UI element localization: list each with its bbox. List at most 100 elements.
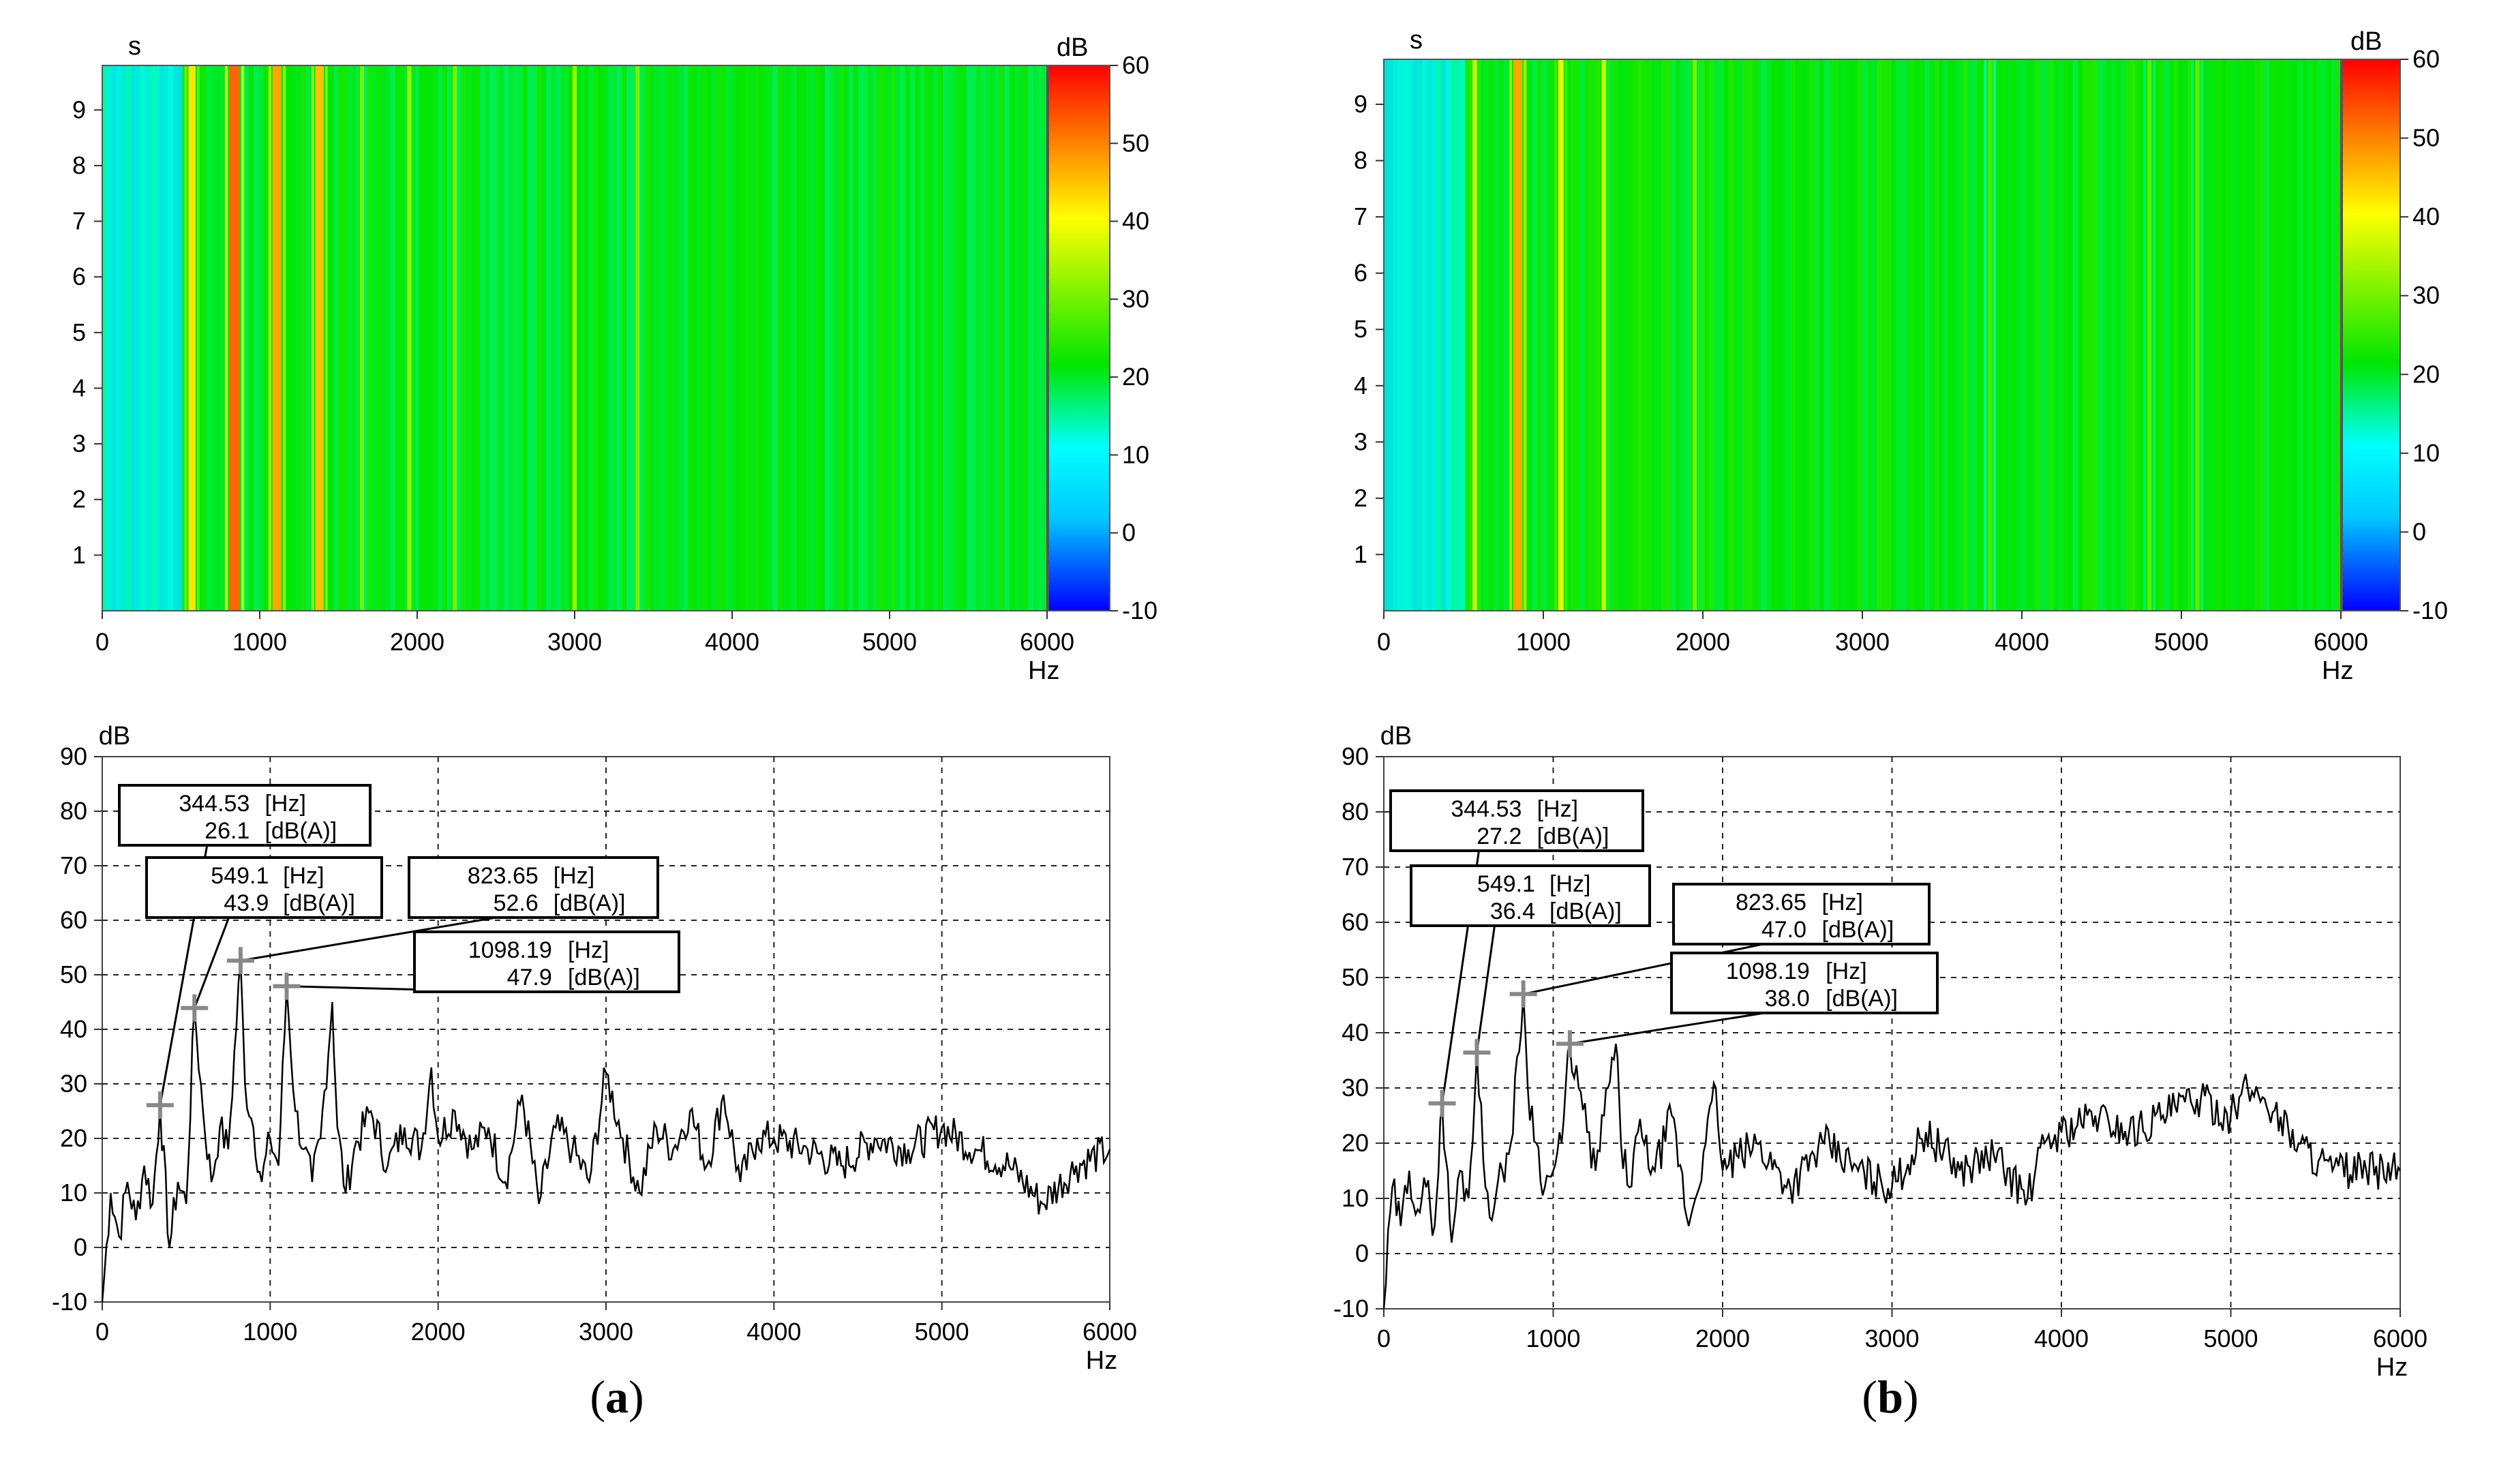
spectrogram-tonal-line-halo — [1597, 59, 1601, 611]
y-tick-label: 2 — [72, 485, 86, 513]
spectrogram-band — [2254, 59, 2260, 611]
spectrogram-band — [1943, 59, 1949, 611]
y-tick-label: 0 — [74, 1233, 87, 1261]
spectrogram-tonal-line — [315, 65, 324, 611]
annotation-frame — [1389, 789, 1644, 852]
annotation-frequency-unit: [Hz] — [568, 937, 609, 963]
spectrogram-band — [862, 65, 868, 611]
y-tick-label: 8 — [72, 151, 86, 179]
x-tick-label: 5000 — [915, 1318, 969, 1346]
spectrogram-band — [749, 65, 755, 611]
spectrogram-band — [1953, 59, 1958, 611]
y-tick-label: 50 — [1342, 963, 1369, 991]
spectrogram-band — [442, 65, 448, 611]
spectrogram-band — [844, 65, 849, 611]
spectrum-line — [1382, 994, 2402, 1309]
spectrogram-band — [172, 65, 179, 611]
spectrogram-band — [1441, 59, 1447, 611]
y-tick-label: 7 — [1354, 202, 1367, 230]
peak-leader-line — [1569, 1012, 1765, 1045]
spectrogram-band — [924, 65, 930, 611]
spectrogram-tonal-line — [453, 65, 457, 611]
spectrogram-band — [2221, 59, 2227, 611]
y-axis-label: s — [1410, 26, 1423, 55]
spectrogram-band — [976, 65, 982, 611]
spectrogram-band — [1661, 59, 1667, 611]
spectrogram-band — [2029, 59, 2036, 611]
spectrogram-band — [305, 65, 311, 611]
y-tick-label: 8 — [1354, 147, 1367, 175]
spectrogram-band — [1695, 59, 1700, 611]
colorbar-tick-label: -10 — [2412, 596, 2448, 624]
x-tick-label: 6000 — [1083, 1318, 1137, 1346]
spectrogram-band — [1862, 59, 1868, 611]
annotation-level-unit: [dB(A)] — [1826, 986, 1898, 1012]
spectrogram-band — [111, 65, 117, 611]
spectrogram-band — [886, 65, 892, 611]
spectrogram-band — [1623, 59, 1629, 611]
spectrogram-band — [1676, 59, 1681, 611]
y-tick-label: 6 — [1354, 259, 1367, 287]
spectrogram-band — [517, 65, 524, 611]
spectrogram-band — [2326, 59, 2332, 611]
spectrogram-tonal-line — [2147, 59, 2152, 611]
colorbar-tick-label: 50 — [2412, 124, 2440, 152]
x-tick-label: 1000 — [243, 1318, 297, 1346]
spectrogram-band — [1652, 59, 1657, 611]
y-tick-label: 3 — [1354, 427, 1367, 455]
spectrogram-band — [253, 65, 259, 611]
spectrogram-band — [1422, 59, 1427, 611]
annotation-level: 52.6 — [494, 890, 539, 916]
spectrogram-band — [1719, 59, 1724, 611]
y-axis-label: dB — [99, 722, 130, 751]
spectrogram-tonal-line-halo — [458, 65, 461, 611]
spectrogram-band — [777, 65, 783, 611]
spectrogram-band — [1742, 59, 1749, 611]
colorbar-tick-label: 10 — [1122, 440, 1149, 468]
spectrogram-band — [1886, 59, 1892, 611]
spectrogram-band — [825, 65, 830, 611]
spectrogram-band — [2102, 59, 2107, 611]
spectrogram-band — [513, 65, 519, 611]
x-tick-label: 5000 — [862, 628, 917, 656]
spectrogram-band — [2312, 59, 2318, 611]
spectrogram-band — [1427, 59, 1432, 611]
spectrogram-band — [1877, 59, 1882, 611]
spectrogram-band — [905, 65, 911, 611]
x-tick-label: 4000 — [705, 628, 759, 656]
spectrogram-band — [1963, 59, 1968, 611]
spectrogram-band — [1833, 59, 1839, 611]
spectrogram-band — [2283, 59, 2289, 611]
spectrogram-band — [164, 65, 169, 611]
spectrogram-band — [806, 65, 811, 611]
spectrogram-band — [928, 65, 935, 611]
spectrogram-tonal-line — [1988, 59, 1993, 611]
spectrogram-band — [125, 65, 132, 611]
annotation-frequency: 823.65 — [1736, 890, 1806, 915]
spectrogram-band — [536, 65, 542, 611]
spectrogram-band — [654, 65, 661, 611]
spectrogram-band — [551, 65, 556, 611]
spectrogram-band — [1460, 59, 1466, 611]
spectrogram-tonal-line-halo — [1524, 59, 1527, 611]
spectrogram-band — [428, 65, 434, 611]
spectrogram-band — [1541, 59, 1547, 611]
spectrogram-band — [2111, 59, 2117, 611]
spectrogram-band — [1996, 59, 2002, 611]
colorbar-tick-label: 30 — [1122, 285, 1149, 313]
spectrogram-band — [301, 65, 306, 611]
colorbar-tick-label: 30 — [2412, 282, 2440, 309]
annotation-frequency-unit: [Hz] — [1826, 958, 1866, 984]
spectrogram-band — [461, 65, 467, 611]
spectrogram-band — [1474, 59, 1480, 611]
spectrogram-band — [499, 65, 504, 611]
spectrogram-b: 60 50 40 30 20 10 0 -10 dB 1 2 3 4 5 6 7 8 9 s 0 1000 2000 300… — [1354, 26, 2448, 685]
spectrogram-band — [650, 65, 656, 611]
spectrogram-band — [1771, 59, 1777, 611]
spectrogram-tonal-line — [407, 65, 412, 611]
spectrogram-band — [702, 65, 708, 611]
spectrogram-band — [881, 65, 887, 611]
spectrogram-tonal-line-halo — [324, 65, 328, 611]
spectrogram-band — [1857, 59, 1863, 611]
spectrogram-band — [201, 65, 207, 611]
